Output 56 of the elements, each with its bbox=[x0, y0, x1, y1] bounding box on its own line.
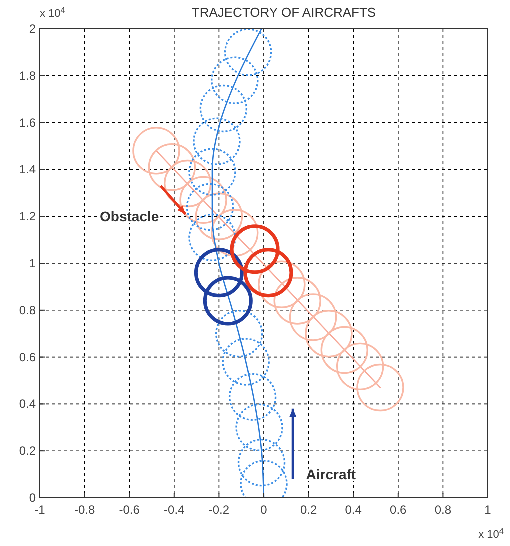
y-tick-label: 0.2 bbox=[19, 444, 36, 458]
chart-title: TRAJECTORY OF AIRCRAFTS bbox=[192, 5, 376, 20]
point bbox=[320, 326, 368, 374]
point bbox=[211, 209, 259, 257]
x-tick-label: -0.2 bbox=[208, 503, 230, 517]
point bbox=[194, 248, 244, 298]
x-tick-label: 0.8 bbox=[434, 503, 452, 517]
point bbox=[188, 214, 236, 262]
point bbox=[148, 144, 196, 192]
y-tick-label: 0 bbox=[29, 491, 36, 505]
text: x 10$^{4}$ bbox=[478, 526, 504, 541]
point bbox=[356, 364, 404, 412]
point bbox=[236, 404, 284, 452]
point bbox=[238, 438, 286, 487]
y-tick-label: 1.4 bbox=[19, 162, 36, 177]
point bbox=[336, 342, 384, 391]
point bbox=[224, 29, 272, 76]
y-tick-label: 0.8 bbox=[19, 303, 36, 318]
point bbox=[274, 277, 322, 325]
x-tick-label: -1 bbox=[34, 503, 46, 517]
annotation: Aircraft bbox=[306, 466, 356, 483]
x-tick-label: 0.6 bbox=[390, 503, 408, 517]
x-tick-label: 0 bbox=[260, 503, 268, 517]
x-tick-label: 0.2 bbox=[300, 503, 318, 517]
point bbox=[203, 276, 253, 326]
y-tick-label: 1 bbox=[29, 256, 36, 270]
point bbox=[211, 56, 259, 104]
point bbox=[244, 248, 294, 298]
point bbox=[195, 192, 244, 240]
x-tick-label: -0.4 bbox=[164, 503, 186, 517]
y-tick-label: 1.6 bbox=[19, 116, 36, 130]
y-tick-label: 2 bbox=[29, 22, 36, 36]
x-tick-label: 1 bbox=[484, 503, 492, 517]
point bbox=[230, 224, 280, 274]
y-tick-label: 1.2 bbox=[19, 210, 36, 224]
y-tick-label: 0.4 bbox=[19, 397, 36, 412]
point bbox=[193, 118, 241, 166]
x-tick-label: -0.6 bbox=[119, 503, 140, 517]
point bbox=[222, 338, 270, 386]
x-tick-label: 0.4 bbox=[345, 503, 362, 517]
point bbox=[228, 373, 277, 422]
point bbox=[216, 310, 264, 358]
point bbox=[305, 310, 353, 358]
annotation: Obstacle bbox=[100, 208, 160, 225]
point bbox=[186, 183, 234, 232]
point bbox=[188, 148, 236, 196]
point bbox=[180, 176, 228, 224]
point bbox=[132, 127, 180, 175]
y-tick-label: 0.6 bbox=[19, 350, 36, 364]
point bbox=[289, 294, 338, 342]
x-tick-label: -0.8 bbox=[74, 503, 96, 517]
point bbox=[164, 160, 212, 208]
point bbox=[200, 84, 248, 133]
text: x 10$^{4}$ bbox=[40, 6, 66, 20]
point bbox=[258, 260, 306, 308]
y-tick-label: 1.8 bbox=[19, 68, 36, 83]
